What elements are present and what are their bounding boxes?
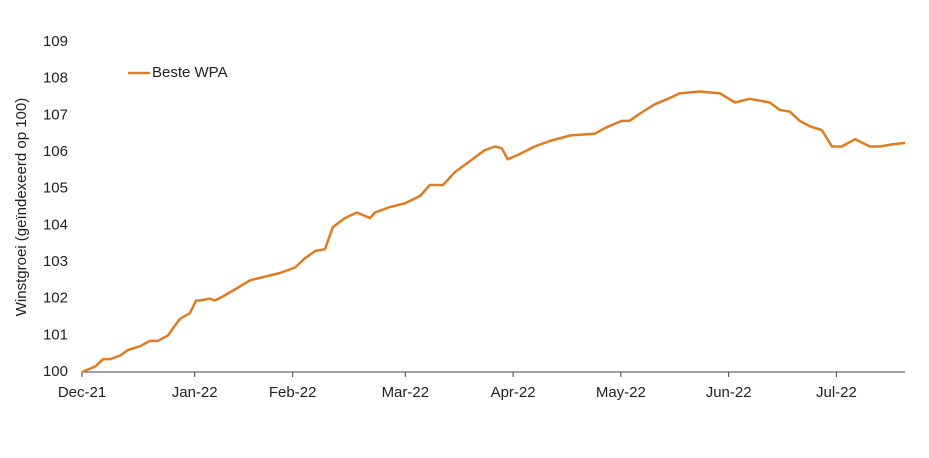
y-tick-label: 102: [43, 290, 68, 307]
x-tick-label: Jul-22: [816, 384, 857, 401]
x-tick-label: Mar-22: [382, 384, 430, 401]
y-tick-label: 101: [43, 326, 68, 343]
y-tick-label: 108: [43, 70, 68, 87]
y-tick-label: 105: [43, 180, 68, 197]
y-tick-label: 107: [43, 106, 68, 123]
x-tick-label: Jan-22: [172, 384, 218, 401]
x-tick-label: Jun-22: [706, 384, 752, 401]
y-axis-label: Winstgroei (geïndexeerd op 100): [13, 98, 30, 316]
y-tick-label: 100: [43, 363, 68, 380]
y-tick-label: 109: [43, 33, 68, 50]
x-tick-label: Feb-22: [269, 384, 317, 401]
legend-label: Beste WPA: [152, 64, 228, 81]
x-tick-label: May-22: [596, 384, 646, 401]
x-tick-label: Apr-22: [491, 384, 536, 401]
line-series: [81, 90, 906, 374]
x-tick-label: Dec-21: [58, 384, 106, 401]
y-tick-label: 106: [43, 143, 68, 160]
y-tick-label: 104: [43, 216, 68, 233]
y-tick-label: 103: [43, 253, 68, 270]
